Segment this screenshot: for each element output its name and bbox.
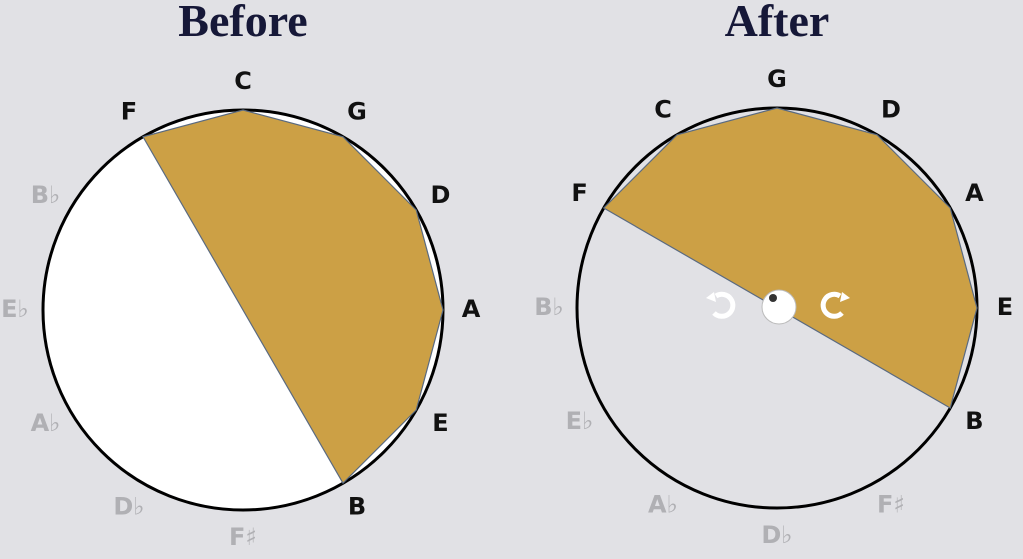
note-label: C bbox=[654, 96, 672, 124]
note-label: B bbox=[965, 407, 983, 435]
note-label: E♭ bbox=[566, 407, 594, 435]
note-label: E♭ bbox=[1, 295, 29, 323]
note-label: F bbox=[121, 98, 137, 126]
note-label: B♭ bbox=[534, 293, 564, 321]
rotate-left[interactable] bbox=[712, 291, 736, 319]
note-label: F♯ bbox=[877, 490, 905, 518]
note-label: D♭ bbox=[113, 492, 144, 520]
note-label: A♭ bbox=[31, 409, 61, 437]
note-label: G bbox=[347, 98, 367, 126]
note-label: A bbox=[462, 295, 481, 323]
note-label: E bbox=[432, 409, 448, 437]
note-label: F♯ bbox=[229, 523, 257, 551]
note-label: D bbox=[430, 181, 450, 209]
rotate-right-arrow bbox=[840, 292, 850, 302]
note-label: C bbox=[234, 67, 252, 95]
knob-dot bbox=[769, 294, 777, 302]
knob[interactable] bbox=[761, 289, 797, 325]
note-label: G bbox=[767, 65, 787, 93]
panel-title: After bbox=[725, 0, 830, 46]
note-label: E bbox=[997, 293, 1013, 321]
note-label: B bbox=[348, 492, 366, 520]
note-label: A♭ bbox=[648, 490, 678, 518]
note-label: A bbox=[965, 179, 984, 207]
rotate-right[interactable] bbox=[820, 291, 844, 319]
rotation-controls[interactable] bbox=[706, 289, 850, 325]
note-label: F bbox=[571, 179, 587, 207]
scale-shape bbox=[602, 107, 978, 409]
note-label: D bbox=[881, 96, 901, 124]
rotate-left-arrow bbox=[706, 292, 716, 302]
note-label: B♭ bbox=[31, 181, 61, 209]
panel-title: Before bbox=[178, 0, 307, 46]
scale-shape bbox=[142, 109, 444, 485]
note-label: D♭ bbox=[761, 521, 792, 549]
